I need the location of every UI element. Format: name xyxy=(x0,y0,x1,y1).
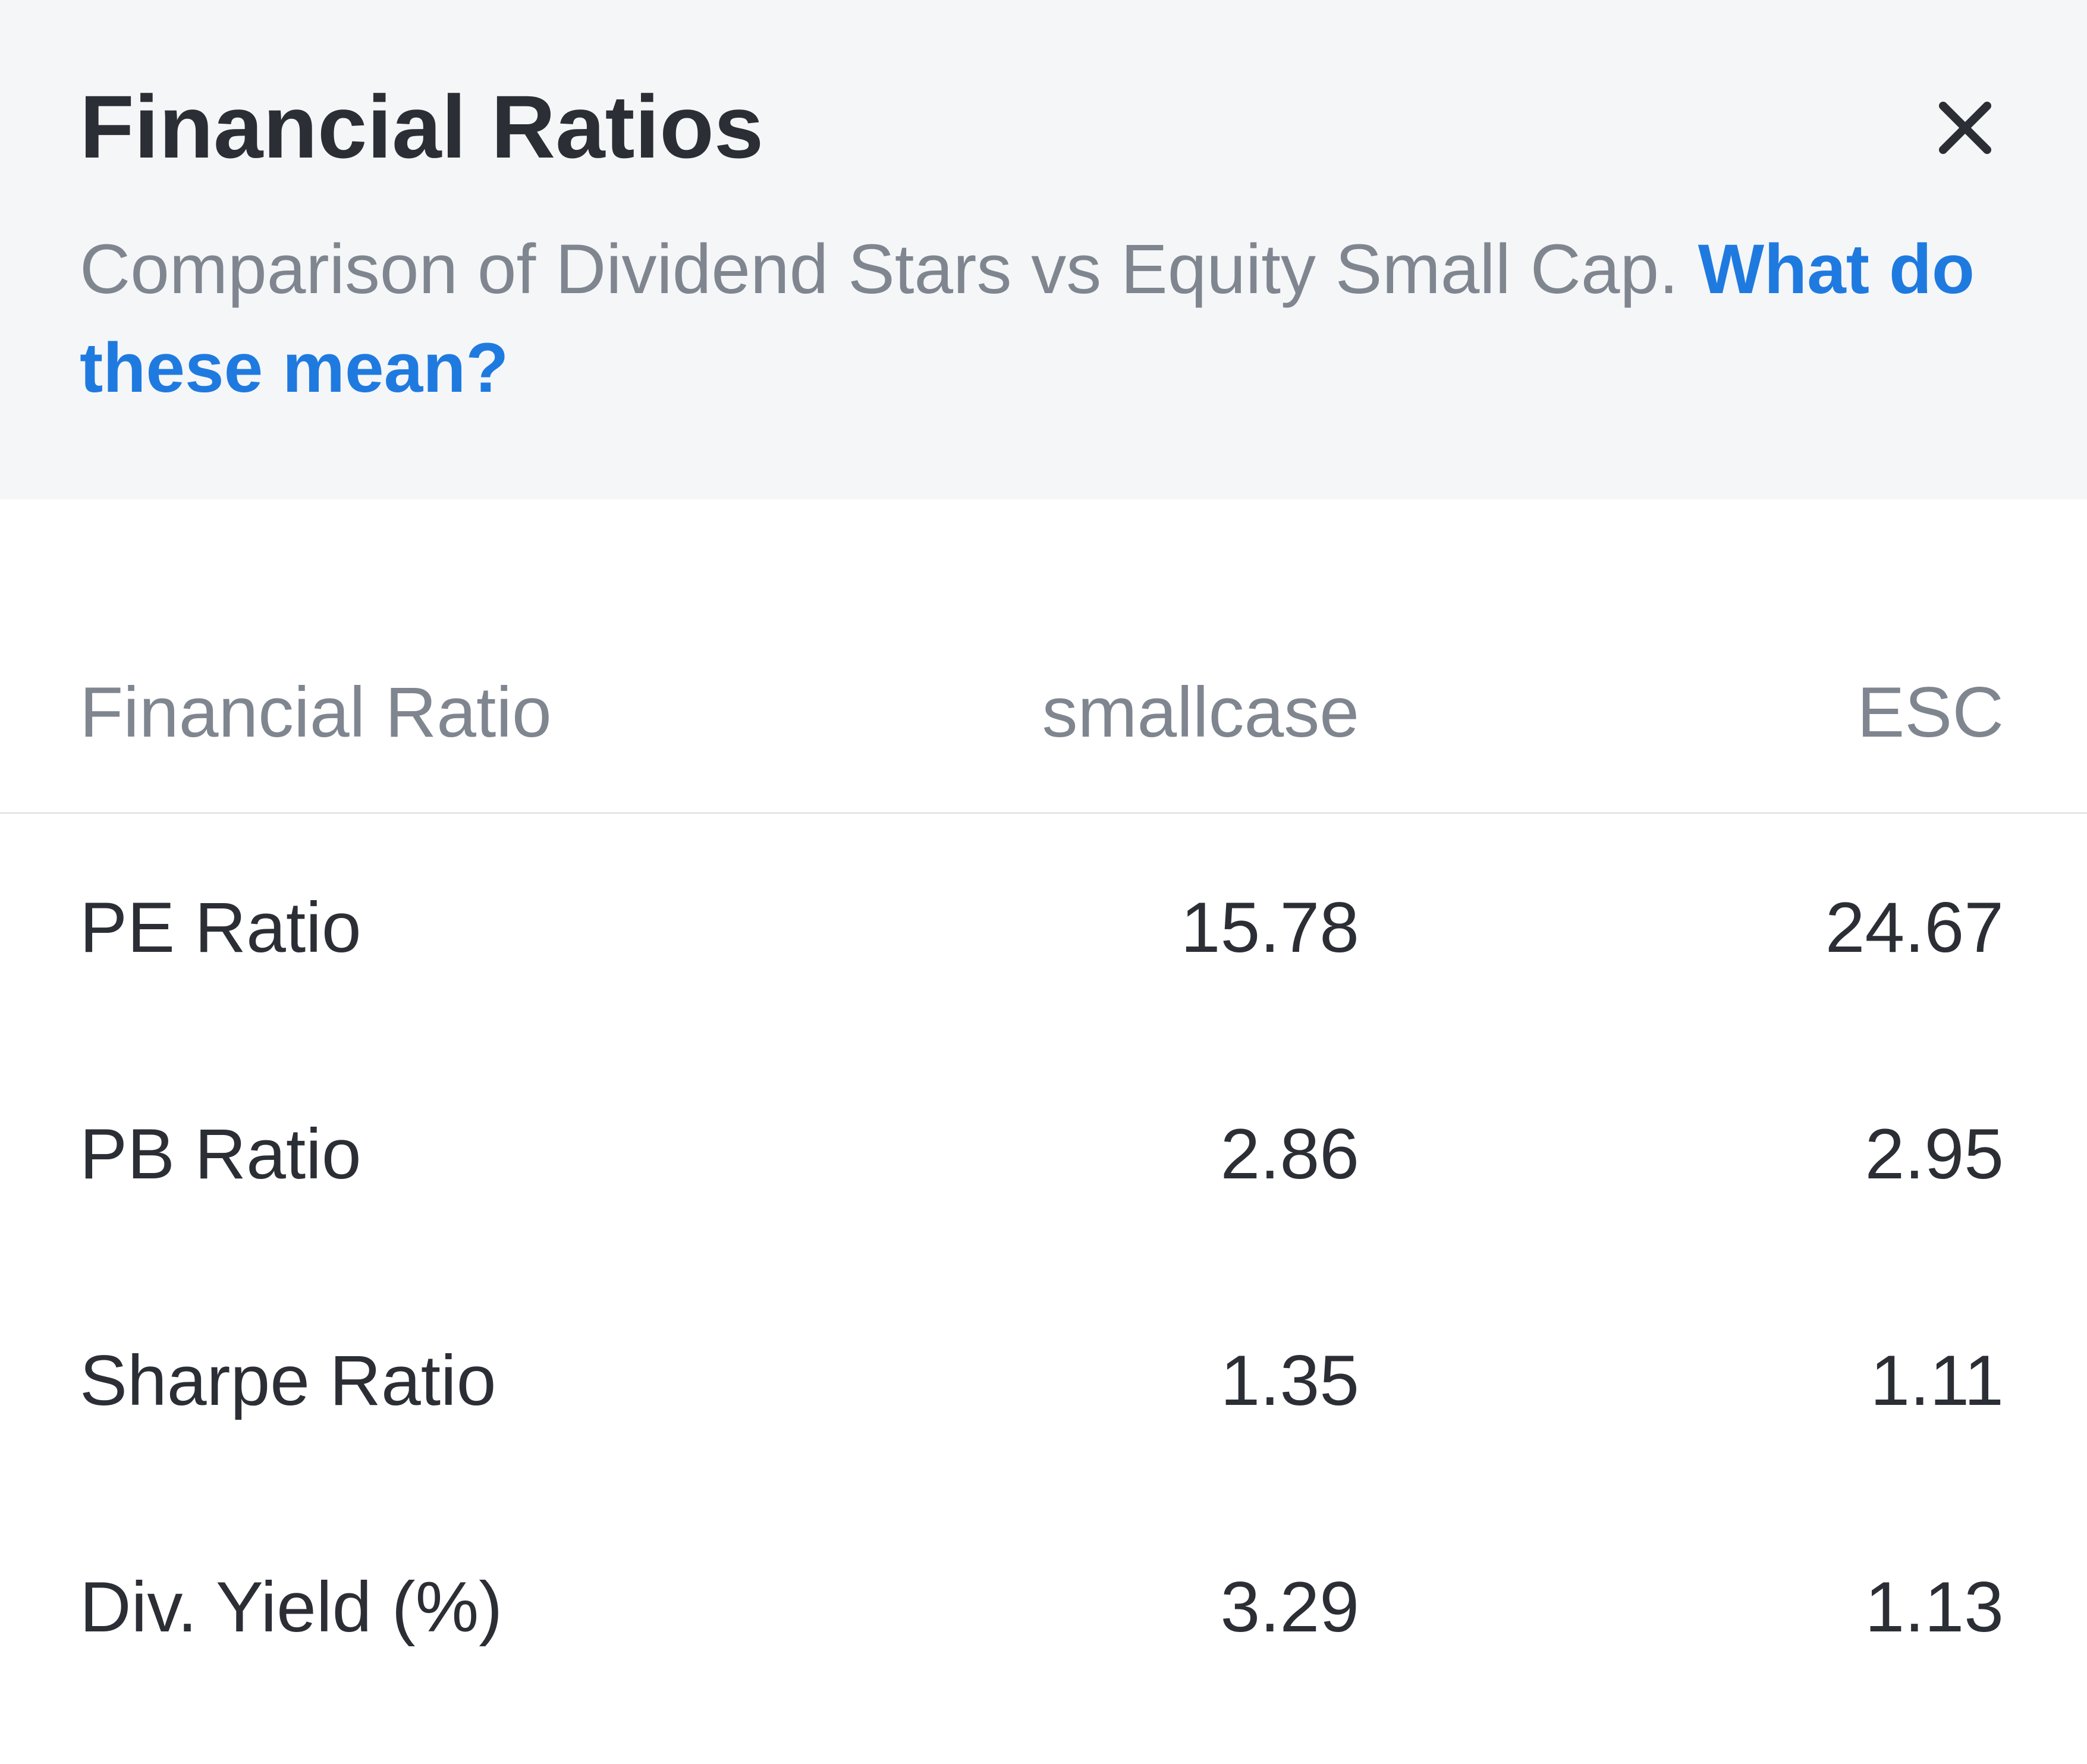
esc-value: 1.11 xyxy=(1870,1340,2004,1420)
ratio-name: Sharpe Ratio xyxy=(80,1340,496,1420)
ratios-table: Financial Ratio smallcase ESC PE Ratio 1… xyxy=(0,612,2087,1720)
modal-header: Financial Ratios Comparison of Dividend … xyxy=(0,0,2087,499)
esc-value: 1.13 xyxy=(1865,1567,2004,1647)
table-row: PB Ratio 2.86 2.95 xyxy=(0,1040,2087,1267)
help-link[interactable]: What do these mean? xyxy=(80,230,1975,407)
modal-subtitle: Comparison of Dividend Stars vs Equity S… xyxy=(80,220,2018,417)
smallcase-value: 3.29 xyxy=(1220,1567,1359,1647)
esc-value: 2.95 xyxy=(1865,1114,2004,1194)
table-row: PE Ratio 15.78 24.67 xyxy=(0,814,2087,1040)
ratio-name: Div. Yield (%) xyxy=(80,1567,503,1647)
table-row: Div. Yield (%) 3.29 1.13 xyxy=(0,1493,2087,1720)
subtitle-text: Comparison of Dividend Stars vs Equity S… xyxy=(80,230,1679,309)
ratio-name: PB Ratio xyxy=(80,1114,362,1194)
table-header: Financial Ratio smallcase ESC xyxy=(0,612,2087,814)
smallcase-value: 2.86 xyxy=(1220,1114,1359,1194)
column-header-smallcase: smallcase xyxy=(1042,672,1360,752)
esc-value: 24.67 xyxy=(1825,887,2004,967)
table-row: Sharpe Ratio 1.35 1.11 xyxy=(0,1267,2087,1493)
modal-title: Financial Ratios xyxy=(80,77,764,177)
column-header-esc: ESC xyxy=(1857,672,2004,752)
close-icon xyxy=(1939,102,1991,154)
smallcase-value: 1.35 xyxy=(1220,1340,1359,1420)
column-header-financial-ratio: Financial Ratio xyxy=(80,672,552,752)
close-button[interactable] xyxy=(1926,89,2004,166)
ratio-name: PE Ratio xyxy=(80,887,362,967)
smallcase-value: 15.78 xyxy=(1180,887,1359,967)
